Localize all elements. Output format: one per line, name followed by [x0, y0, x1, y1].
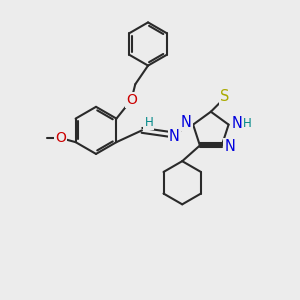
- Text: H: H: [144, 116, 153, 129]
- Text: O: O: [56, 131, 66, 145]
- Text: N: N: [181, 115, 192, 130]
- Text: S: S: [220, 89, 229, 104]
- Text: O: O: [126, 93, 137, 107]
- Text: H: H: [243, 117, 252, 130]
- Text: N: N: [224, 139, 235, 154]
- Text: N: N: [232, 116, 243, 131]
- Text: N: N: [169, 129, 180, 144]
